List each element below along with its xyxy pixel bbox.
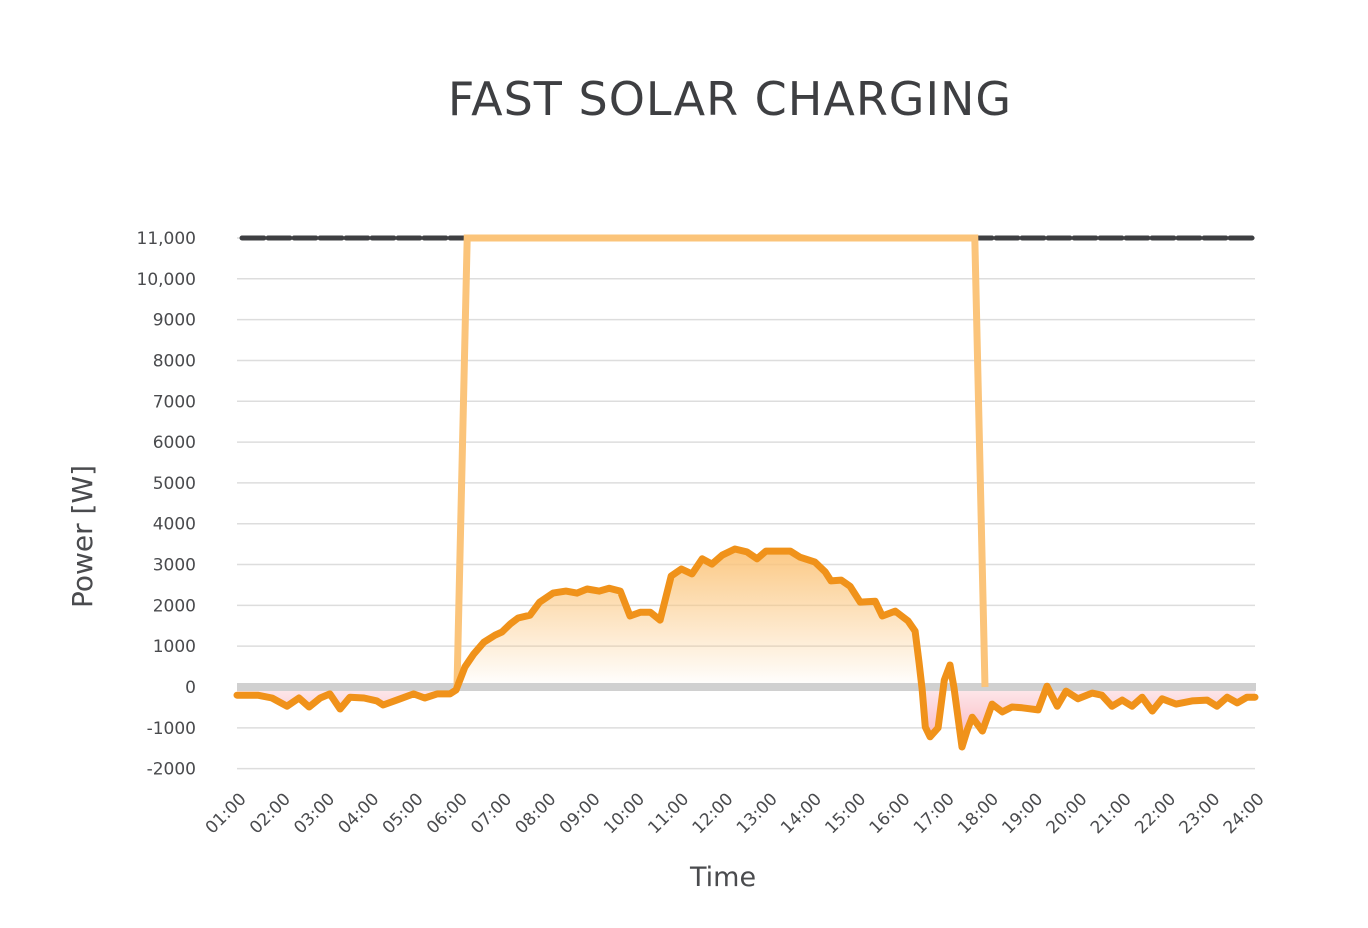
x-tick-label: 05:00 bbox=[379, 789, 428, 838]
y-tick-label: 4000 bbox=[153, 515, 196, 535]
series-lines bbox=[233, 234, 1259, 751]
x-tick-label: 06:00 bbox=[423, 789, 472, 838]
x-tick-label: 23:00 bbox=[1175, 789, 1224, 838]
x-tick-label: 24:00 bbox=[1220, 789, 1269, 838]
x-tick-label: 16:00 bbox=[866, 789, 915, 838]
x-tick-label: 01:00 bbox=[202, 789, 251, 838]
y-tick-label: 5000 bbox=[153, 474, 196, 494]
x-tick-label: 10:00 bbox=[600, 789, 649, 838]
y-tick-label: 10,000 bbox=[137, 270, 196, 290]
x-axis-label: Time bbox=[690, 862, 757, 893]
y-tick-label: 11,000 bbox=[137, 229, 196, 249]
x-tick-label: 22:00 bbox=[1131, 789, 1180, 838]
x-tick-label: 13:00 bbox=[733, 789, 782, 838]
x-tick-label: 21:00 bbox=[1087, 789, 1136, 838]
y-tick-label: 6000 bbox=[153, 433, 196, 453]
negative-area bbox=[237, 687, 1255, 747]
x-tick-label: 17:00 bbox=[910, 789, 959, 838]
x-tick-label: 15:00 bbox=[821, 789, 870, 838]
x-tick-label: 18:00 bbox=[954, 789, 1003, 838]
x-tick-label: 19:00 bbox=[998, 789, 1047, 838]
x-tick-label: 09:00 bbox=[556, 789, 605, 838]
solar-area-fill bbox=[237, 549, 1255, 747]
chart-title: FAST SOLAR CHARGING bbox=[447, 72, 1013, 126]
y-tick-label: 3000 bbox=[153, 556, 196, 576]
y-tick-label: 1000 bbox=[153, 637, 196, 657]
x-tick-label: 04:00 bbox=[335, 789, 384, 838]
y-tick-label: 8000 bbox=[153, 351, 196, 371]
y-tick-label: 0 bbox=[185, 678, 196, 698]
y-tick-label: 2000 bbox=[153, 596, 196, 616]
solar-power-line bbox=[233, 545, 1259, 751]
y-axis-ticks: 11,000 10,000 9000 8000 7000 6000 5000 4000 3000… bbox=[137, 229, 196, 780]
x-tick-label: 02:00 bbox=[246, 789, 295, 838]
x-tick-label: 12:00 bbox=[689, 789, 738, 838]
x-tick-label: 20:00 bbox=[1043, 789, 1092, 838]
x-tick-label: 14:00 bbox=[777, 789, 826, 838]
x-axis-ticks: 01:0002:0003:0004:0005:0006:0007:0008:00… bbox=[202, 789, 1269, 838]
x-tick-label: 11:00 bbox=[644, 789, 693, 838]
x-tick-label: 08:00 bbox=[512, 789, 561, 838]
positive-area bbox=[237, 549, 1255, 687]
x-tick-label: 03:00 bbox=[290, 789, 339, 838]
y-tick-label: -2000 bbox=[147, 760, 196, 780]
y-tick-label: 7000 bbox=[153, 392, 196, 412]
y-tick-label: -1000 bbox=[147, 719, 196, 739]
y-tick-label: 9000 bbox=[153, 311, 196, 331]
ev-charging-line bbox=[453, 234, 989, 688]
x-tick-label: 07:00 bbox=[467, 789, 516, 838]
zero-baseline bbox=[237, 683, 1256, 691]
